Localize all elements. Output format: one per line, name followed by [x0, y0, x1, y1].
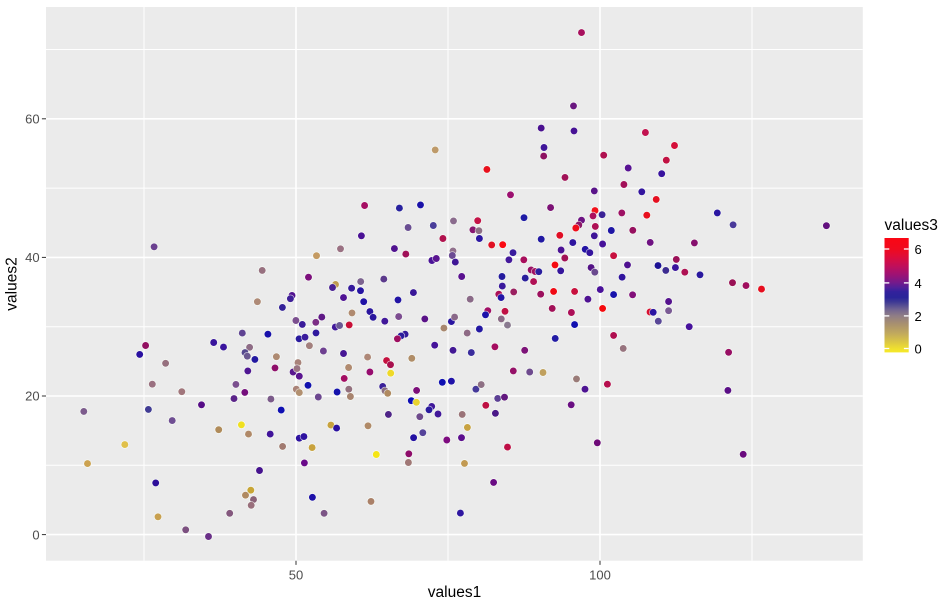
svg-text:50: 50	[289, 568, 303, 583]
svg-text:4: 4	[915, 276, 922, 291]
svg-text:0: 0	[915, 342, 922, 357]
svg-text:60: 60	[25, 112, 39, 127]
svg-text:0: 0	[32, 527, 39, 542]
svg-text:20: 20	[25, 389, 39, 404]
svg-text:40: 40	[25, 250, 39, 265]
svg-text:100: 100	[589, 568, 611, 583]
svg-text:values1: values1	[428, 584, 481, 601]
svg-text:6: 6	[915, 242, 922, 257]
svg-text:2: 2	[915, 309, 922, 324]
svg-text:values2: values2	[4, 257, 21, 310]
svg-text:values3: values3	[885, 217, 938, 234]
